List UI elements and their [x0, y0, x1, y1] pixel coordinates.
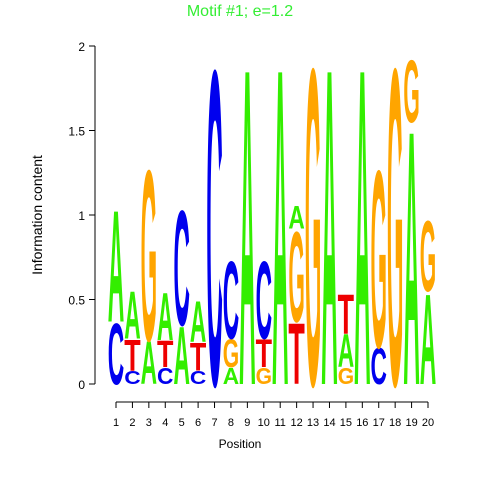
logo-letter: G	[288, 204, 304, 349]
logo-letter: T	[338, 284, 354, 347]
logo-letter: T	[124, 331, 141, 381]
logo-letter: A	[223, 363, 240, 389]
y-tick-label: 1	[78, 209, 85, 223]
logo-letter: A	[288, 198, 304, 235]
logo-letter: A	[173, 309, 189, 402]
logo-letter: C	[108, 307, 124, 403]
x-tick-label: 7	[211, 417, 217, 429]
logo-letter: G	[420, 201, 436, 313]
chart-title: Motif #1; e=1.2	[187, 3, 293, 20]
logo-letter: C	[190, 368, 206, 389]
x-tick-label: 13	[307, 417, 319, 429]
x-tick-label: 4	[162, 417, 168, 429]
logo-letter: C	[371, 339, 387, 396]
x-tick-label: 19	[405, 417, 417, 429]
logo-letter: T	[157, 333, 173, 376]
x-tick-label: 16	[356, 417, 368, 429]
x-tick-label: 3	[146, 417, 152, 429]
logo-letter: G	[256, 363, 272, 389]
x-tick-label: 18	[389, 417, 401, 429]
logo-letter: A	[403, 55, 419, 462]
logo-letter: A	[141, 328, 157, 397]
logo-letter: G	[371, 119, 387, 402]
logo-letter: A	[354, 0, 370, 480]
x-axis-label: Position	[219, 437, 262, 451]
x-tick-label: 15	[340, 417, 352, 429]
logo-letter: G	[403, 41, 419, 141]
x-tick-label: 8	[228, 417, 234, 429]
x-tick-label: 2	[129, 417, 135, 429]
logo-letter: G	[141, 119, 157, 392]
logo-letter: T	[256, 332, 273, 377]
logo-letter: A	[338, 325, 354, 377]
logo-letter: C	[157, 363, 174, 389]
logo-letter: A	[272, 0, 288, 480]
y-tick-label: 2	[78, 40, 85, 54]
logo-letter: G	[223, 331, 239, 376]
x-tick-label: 6	[195, 417, 201, 429]
y-axis-label: Information content	[29, 155, 45, 275]
logo-letter: G	[387, 0, 403, 480]
logo-letter: G	[338, 363, 354, 389]
logo-letter: C	[206, 0, 222, 480]
x-tick-label: 5	[179, 417, 185, 429]
logo-letter: A	[124, 277, 140, 353]
x-tick-label: 17	[373, 417, 385, 429]
logo-letter: A	[108, 179, 124, 357]
logo-letter: C	[256, 239, 272, 362]
logo-letter: C	[223, 239, 239, 362]
x-tick-label: 12	[291, 417, 303, 429]
y-tick-label: 1.5	[68, 125, 85, 139]
logo-letter: T	[190, 335, 207, 380]
x-tick-label: 20	[422, 417, 434, 429]
x-tick-label: 1	[113, 417, 119, 429]
logo-letter: A	[420, 267, 436, 412]
logo-letter: T	[288, 306, 304, 403]
x-tick-label: 10	[258, 417, 270, 429]
logo-letter: A	[190, 290, 206, 355]
x-tick-label: 14	[323, 417, 335, 429]
logo-letter: C	[124, 368, 140, 389]
logo-letter: G	[305, 0, 321, 480]
logo-letter: C	[173, 176, 189, 360]
logo-letter: A	[239, 0, 255, 480]
y-tick-label: 0.5	[68, 294, 85, 308]
logo-letter: A	[157, 278, 173, 354]
logo-letter: A	[321, 0, 337, 480]
x-tick-label: 9	[244, 417, 250, 429]
x-tick-label: 11	[274, 417, 285, 429]
y-tick-label: 0	[78, 378, 85, 392]
